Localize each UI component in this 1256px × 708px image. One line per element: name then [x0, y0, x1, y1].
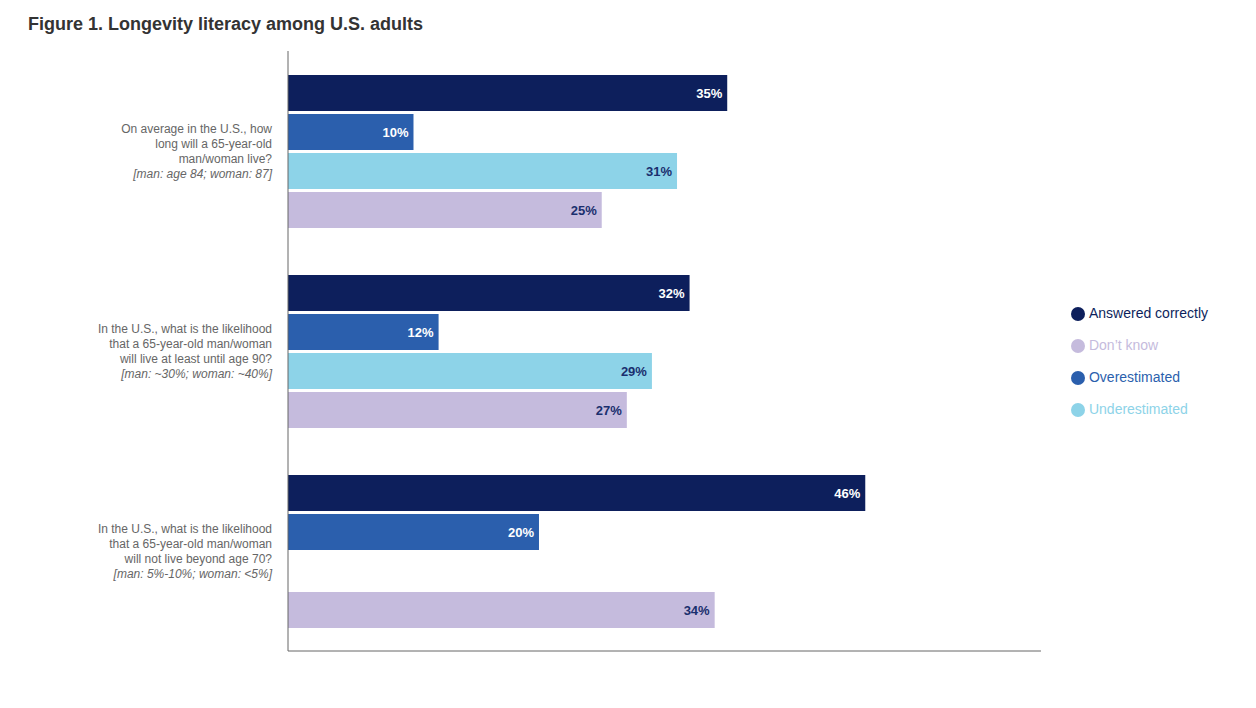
svg-text:27%: 27% [596, 403, 622, 418]
svg-text:In the U.S., what is the likel: In the U.S., what is the likelihoodthat … [98, 522, 273, 581]
html-text:Underestimated: Underestimated [1089, 401, 1188, 417]
svg-text:31%: 31% [646, 164, 672, 179]
svg-text:46%: 46% [834, 486, 860, 501]
svg-text:In the U.S., what is the likel: In the U.S., what is the likelihoodthat … [98, 322, 273, 381]
svg-text:25%: 25% [571, 203, 597, 218]
svg-text:35%: 35% [696, 86, 722, 101]
html-text:Don’t know: Don’t know [1089, 337, 1159, 353]
html-text:Answered correctly: Answered correctly [1089, 305, 1208, 321]
svg-text:29%: 29% [621, 364, 647, 379]
svg-text:20%: 20% [508, 525, 534, 540]
svg-text:34%: 34% [684, 603, 710, 618]
svg-text:32%: 32% [659, 286, 685, 301]
html-text:Overestimated: Overestimated [1089, 369, 1180, 385]
svg-text:On average in the U.S., howlon: On average in the U.S., howlong will a 6… [121, 122, 272, 181]
svg-text:12%: 12% [408, 325, 434, 340]
html-text:Figure 1. Longevity literacy a: Figure 1. Longevity literacy among U.S. … [28, 14, 424, 34]
svg-text:10%: 10% [382, 125, 408, 140]
